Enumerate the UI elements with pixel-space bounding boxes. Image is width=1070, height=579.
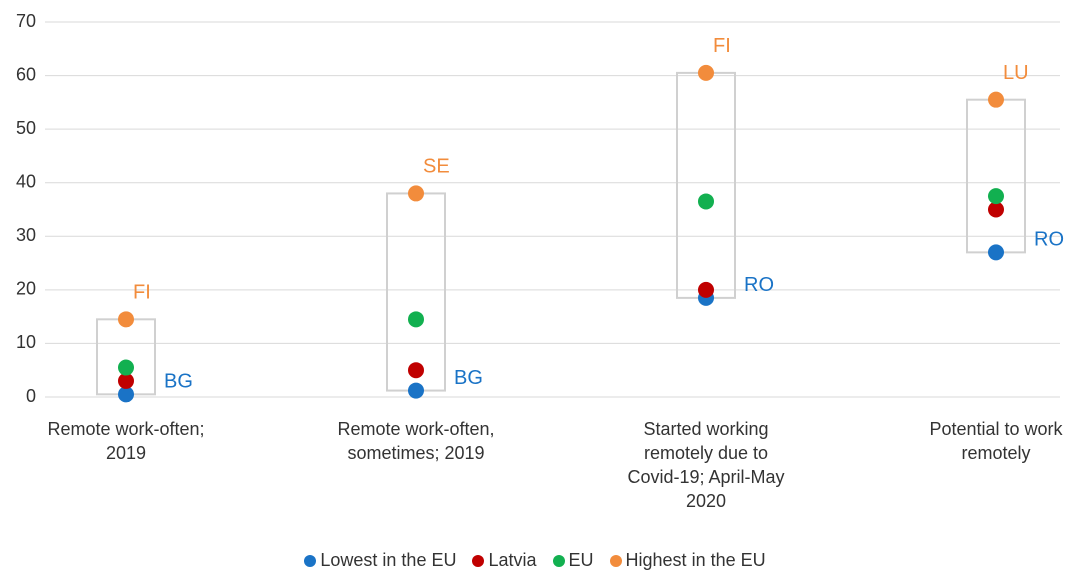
y-tick-label: 0 xyxy=(26,386,36,406)
range-box xyxy=(676,71,736,299)
range-box xyxy=(386,192,446,392)
dot xyxy=(698,64,714,81)
legend-marker xyxy=(304,555,317,568)
dot xyxy=(118,372,134,389)
point-label: BG xyxy=(164,371,193,393)
legend: Lowest in the EU Latvia EU Highest in the E… xyxy=(0,550,1070,571)
point-label: SE xyxy=(423,156,450,178)
point-label: RO xyxy=(744,274,774,296)
legend-item: Lowest in the EU xyxy=(304,550,456,571)
dot xyxy=(118,359,134,376)
y-tick-label: 40 xyxy=(16,171,36,191)
point-label: LU xyxy=(1003,62,1029,84)
point-label: RO xyxy=(1034,229,1064,251)
x-tick-label: Remote work-often; 2019 xyxy=(47,419,205,463)
dot xyxy=(988,244,1004,261)
dot xyxy=(698,281,714,298)
dot xyxy=(698,193,714,210)
x-tick-label: Remote work-often, sometimes; 2019 xyxy=(337,419,495,463)
y-tick-label: 30 xyxy=(16,225,36,245)
dot xyxy=(408,362,424,379)
legend-marker xyxy=(609,555,622,568)
dot xyxy=(118,311,134,328)
range-box xyxy=(966,98,1026,254)
x-tick-label: Started working remotely due to Covid-19… xyxy=(627,419,785,511)
legend-item: Highest in the EU xyxy=(609,550,766,571)
legend-marker xyxy=(552,555,565,568)
y-tick-label: 70 xyxy=(16,11,36,31)
y-tick-label: 60 xyxy=(16,64,36,84)
legend-label: Lowest in the EU xyxy=(320,550,457,570)
dot xyxy=(408,311,424,328)
point-label: FI xyxy=(713,35,731,57)
legend-label: Latvia xyxy=(488,550,537,570)
legend-item: EU xyxy=(552,550,594,571)
dot xyxy=(118,386,134,403)
dot xyxy=(408,382,424,399)
y-tick-label: 10 xyxy=(16,332,36,352)
x-tick-label: Potential to work remotely xyxy=(929,419,1063,463)
y-tick-label: 20 xyxy=(16,279,36,299)
legend-item: Latvia xyxy=(472,550,537,571)
dot xyxy=(988,201,1004,218)
y-tick-label: 50 xyxy=(16,118,36,138)
legend-marker xyxy=(472,555,485,568)
dot xyxy=(408,185,424,202)
legend-label: Highest in the EU xyxy=(625,550,766,570)
dot xyxy=(988,188,1004,205)
legend-label: EU xyxy=(568,550,594,570)
point-label: FI xyxy=(133,282,151,304)
point-label: BG xyxy=(454,367,483,389)
dot xyxy=(988,91,1004,108)
